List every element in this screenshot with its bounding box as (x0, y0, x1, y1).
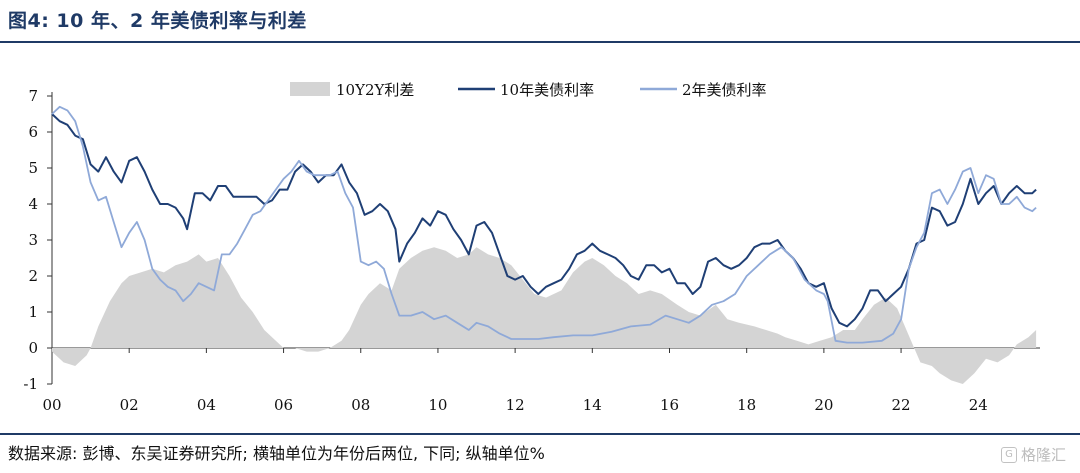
y-tick-label: 1 (28, 303, 38, 321)
series-line-2y (51, 105, 1037, 344)
source-note: 数据来源: 彭博、东吴证券研究所; 横轴单位为年份后两位, 下同; 纵轴单位% (8, 444, 545, 463)
series-line-10y (51, 113, 1037, 328)
watermark-text: 格隆汇 (1020, 446, 1066, 464)
y-tick-label: 7 (28, 87, 38, 105)
series-area-spread (52, 247, 1037, 384)
x-tick-label: 00 (42, 396, 61, 414)
legend-swatch-spread (290, 82, 330, 96)
x-tick-label: 24 (969, 396, 988, 414)
x-tick-label: 22 (892, 396, 911, 414)
y-tick-label: -1 (23, 375, 38, 393)
legend: 10Y2Y利差 10年美债利率 2年美债利率 (290, 81, 767, 99)
legend-label-spread: 10Y2Y利差 (336, 81, 414, 99)
watermark: G 格隆汇 (1000, 444, 1066, 465)
y-tick-label: 3 (28, 231, 38, 249)
x-tick-label: 10 (428, 396, 447, 414)
x-tick-label: 08 (351, 396, 370, 414)
plot-area (51, 105, 1037, 384)
y-tick-label: 4 (28, 195, 38, 213)
bottom-divider (0, 433, 1080, 435)
x-tick-label: 06 (274, 396, 293, 414)
x-tick-label: 02 (120, 396, 139, 414)
x-tick-label: 14 (583, 396, 602, 414)
x-tick-label: 16 (660, 396, 679, 414)
legend-label-2y: 2年美债利率 (682, 81, 767, 99)
top-divider (0, 41, 1080, 43)
y-tick-label: 6 (28, 123, 38, 141)
x-tick-label: 12 (506, 396, 525, 414)
watermark-logo-icon: G (1000, 446, 1017, 463)
x-tick-label: 20 (814, 396, 833, 414)
x-tick-label: 04 (197, 396, 216, 414)
y-tick-label: 2 (28, 267, 38, 285)
x-tick-label: 18 (737, 396, 756, 414)
legend-label-10y: 10年美债利率 (500, 81, 594, 99)
figure-title: 图4: 10 年、2 年美债利率与利差 (8, 10, 307, 32)
y-tick-label: 0 (28, 339, 38, 357)
y-tick-label: 5 (28, 159, 38, 177)
